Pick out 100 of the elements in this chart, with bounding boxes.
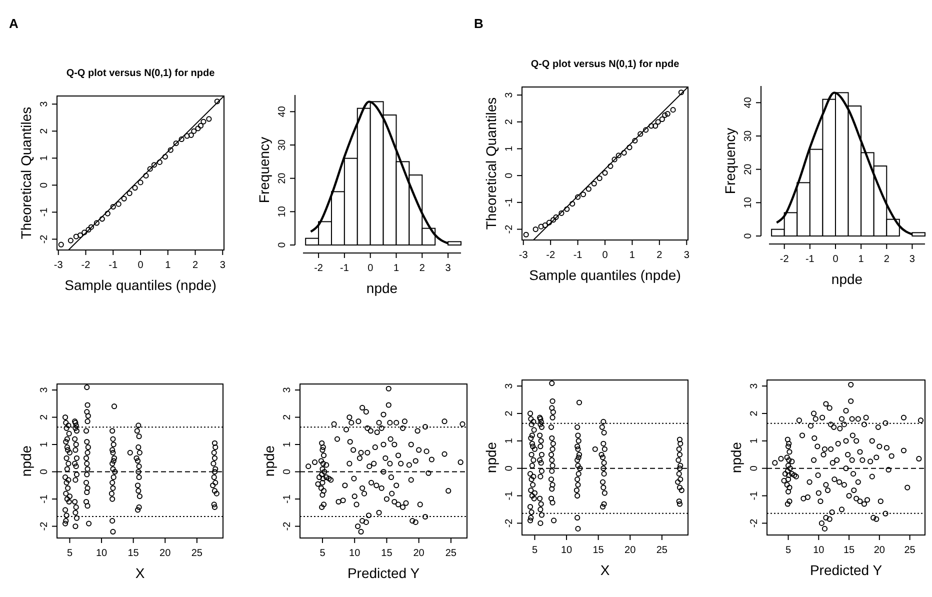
point — [214, 98, 220, 104]
x-tick-label: -1 — [805, 254, 815, 265]
point — [188, 132, 194, 138]
x-tick-label: 1 — [858, 254, 864, 265]
text: A — [9, 16, 19, 31]
y-tick-label: 0 — [504, 465, 515, 472]
point — [206, 116, 212, 122]
y-tick-label: 0 — [749, 465, 760, 472]
y-tick-label: 3 — [504, 92, 515, 98]
point — [550, 217, 556, 223]
point — [126, 190, 132, 196]
y-tick-label: 2 — [39, 128, 50, 134]
x-tick-label: 5 — [66, 548, 73, 559]
x-tick-label: -2 — [780, 254, 790, 265]
point — [664, 111, 670, 117]
y-tick-label: 3 — [504, 382, 515, 389]
y-tick-label: 1 — [39, 441, 50, 448]
x-axis-title: Sample quantiles (npde) — [64, 277, 216, 293]
point — [655, 119, 661, 125]
y-axis-title: npde — [261, 445, 277, 477]
x-axis-title: npde — [366, 280, 398, 296]
point — [532, 226, 538, 232]
y-axis-title: npde — [18, 445, 34, 477]
x-tick-label: 2 — [192, 260, 198, 271]
point — [143, 172, 149, 178]
point — [162, 154, 168, 160]
y-axis-title: Frequency — [722, 128, 738, 194]
x-tick-label: -2 — [81, 260, 91, 271]
x-tick-label: 5 — [785, 545, 792, 556]
point — [116, 201, 122, 207]
point — [612, 156, 618, 162]
y-tick-label: 2 — [39, 414, 50, 420]
point — [110, 204, 116, 210]
x-tick-label: 25 — [656, 545, 668, 556]
point — [156, 159, 162, 165]
y-tick-label: 1 — [504, 146, 515, 152]
point — [632, 138, 638, 144]
x-tick-label: 15 — [592, 545, 604, 556]
y-tick-label: 0 — [39, 468, 50, 475]
y-axis-title: Theoretical Quantiles — [18, 106, 34, 240]
point — [638, 131, 644, 137]
y-axis-title: npde — [728, 442, 744, 474]
x-tick-label: 2 — [419, 263, 426, 274]
point — [591, 180, 597, 186]
point — [104, 210, 110, 216]
chart-title: Q-Q plot versus N(0,1) for npde — [530, 59, 680, 70]
point — [659, 116, 665, 122]
point — [662, 112, 668, 118]
x-tick-label: -2 — [546, 250, 556, 261]
y-tick-label: 2 — [282, 414, 293, 420]
y-tick-label: 3 — [39, 100, 50, 107]
x-tick-label: -1 — [108, 260, 118, 271]
y-tick-label: -1 — [282, 494, 293, 504]
y-tick-label: 0 — [282, 468, 293, 475]
x-tick-label: 1 — [629, 250, 636, 261]
point — [173, 140, 179, 146]
x-tick-label: 25 — [191, 548, 203, 559]
x-axis-title: npde — [831, 271, 863, 287]
y-tick-label: -2 — [39, 234, 50, 244]
point — [648, 123, 654, 129]
x-tick-label: 5 — [532, 545, 538, 556]
x-tick-label: 2 — [884, 254, 890, 265]
y-tick-label: 2 — [504, 118, 515, 125]
y-tick-label: 20 — [277, 172, 288, 184]
x-axis-title: X — [135, 565, 146, 581]
x-tick-label: 20 — [874, 545, 886, 556]
x-axis-title: Predicted Y — [810, 562, 883, 578]
point — [94, 220, 100, 226]
x-tick-label: 1 — [393, 263, 400, 274]
y-tick-label: -2 — [749, 518, 760, 528]
point — [200, 118, 206, 124]
x-tick-label: 20 — [413, 548, 425, 559]
x-tick-label: 20 — [160, 548, 172, 559]
x-tick-label: -2 — [314, 263, 324, 274]
x-axis-title: X — [600, 562, 610, 578]
point — [616, 152, 622, 158]
x-tick-label: 15 — [843, 545, 856, 556]
x-tick-label: 20 — [624, 545, 636, 556]
y-axis-title: npde — [483, 442, 499, 474]
y-axis-title: Frequency — [256, 136, 272, 204]
x-tick-label: 0 — [138, 260, 144, 271]
x-tick-label: 10 — [813, 545, 825, 556]
point — [523, 232, 529, 238]
point — [184, 133, 190, 139]
y-tick-label: 1 — [749, 438, 760, 444]
point — [191, 128, 197, 134]
x-tick-label: 15 — [128, 548, 140, 559]
point — [538, 224, 544, 230]
point — [608, 163, 614, 169]
y-tick-label: 30 — [277, 139, 288, 151]
x-tick-label: 25 — [904, 545, 916, 556]
y-tick-label: -1 — [504, 490, 515, 500]
text: B — [474, 16, 484, 31]
x-tick-label: 10 — [96, 548, 108, 559]
y-tick-label: 0 — [39, 182, 50, 188]
point — [602, 170, 608, 176]
y-tick-label: -1 — [749, 490, 760, 500]
point — [86, 226, 92, 233]
point — [132, 185, 138, 191]
point — [99, 216, 105, 222]
